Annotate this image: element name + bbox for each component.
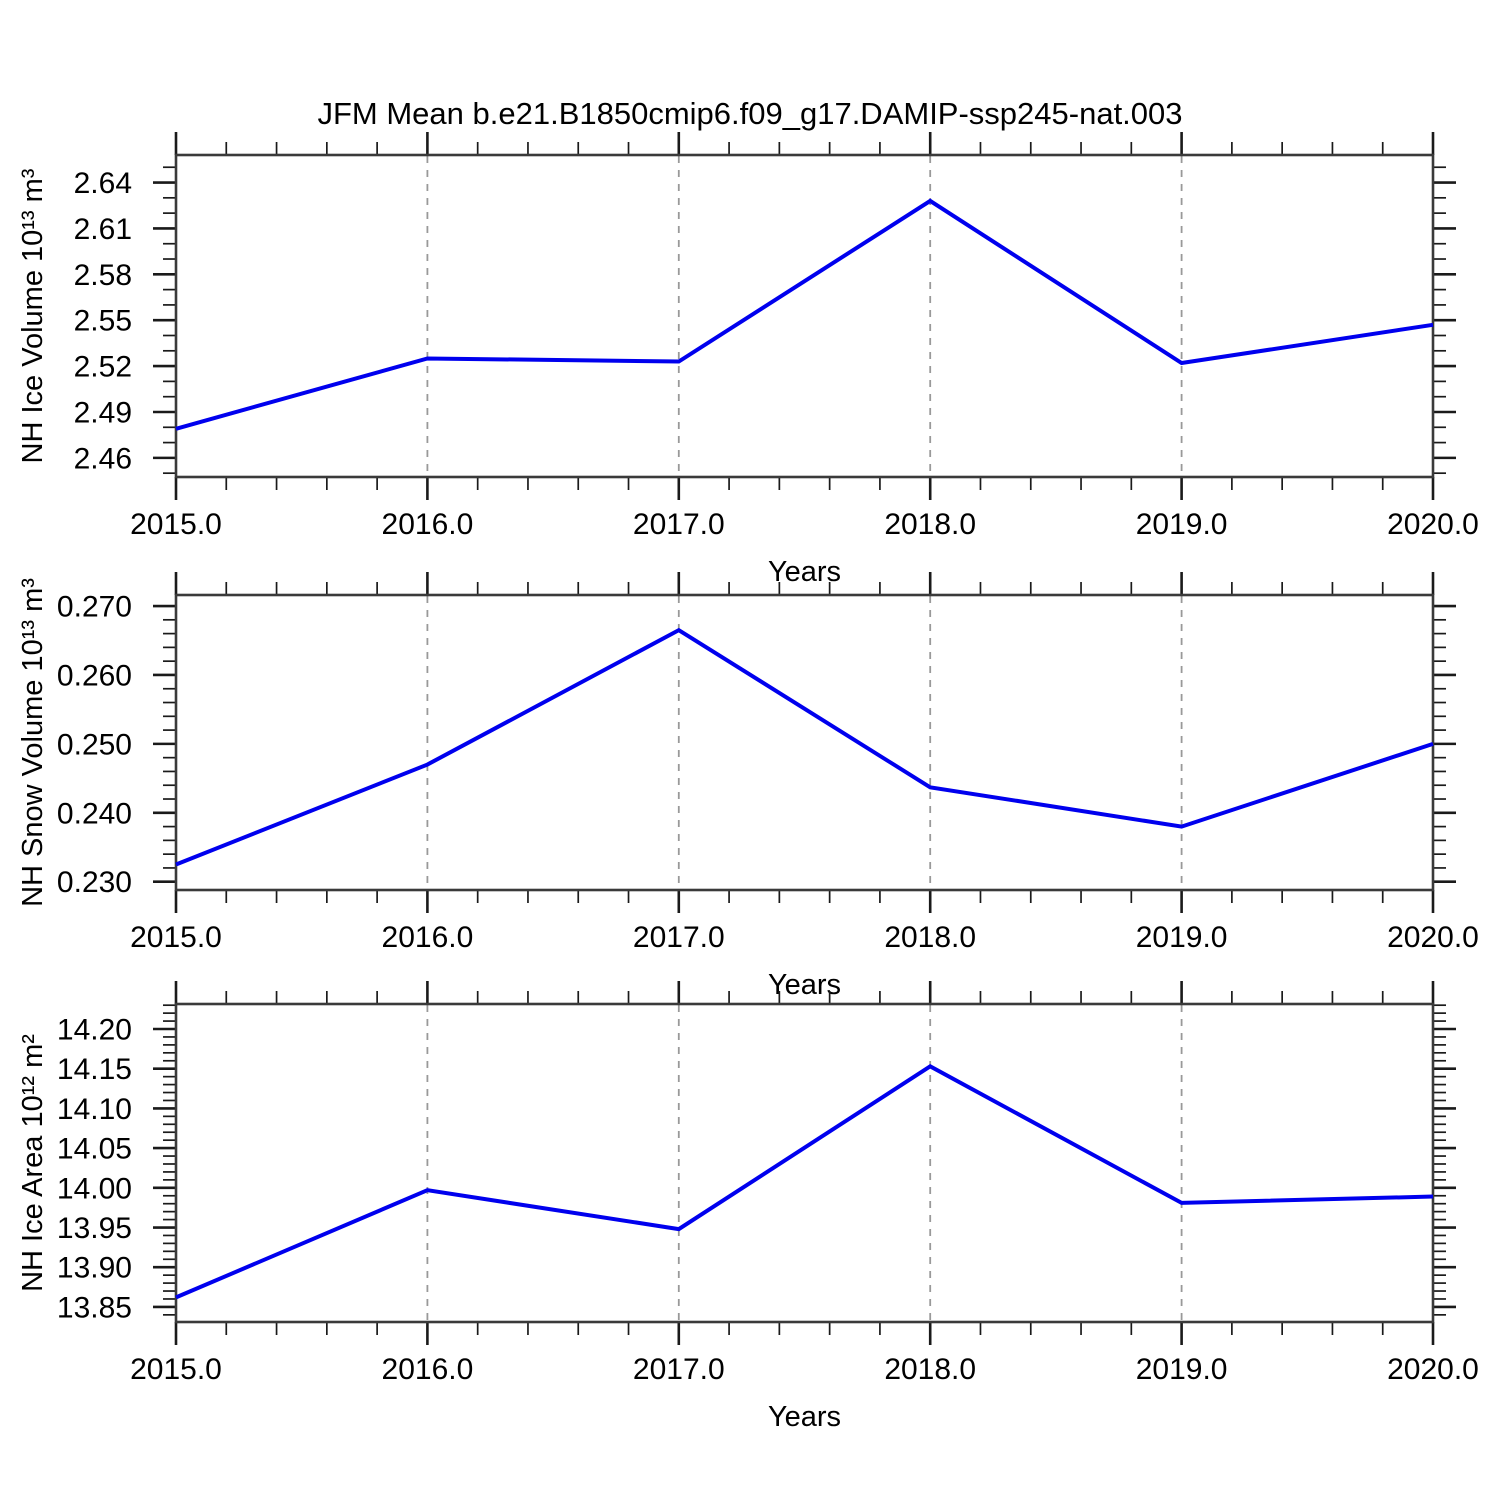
y-tick-label: 2.64 — [74, 167, 132, 200]
y-axis-title: NH Ice Area 10¹² m² — [17, 1034, 49, 1292]
x-tick-label: 2020.0 — [1387, 508, 1479, 541]
y-tick-label: 13.90 — [57, 1252, 132, 1285]
y-tick-label: 14.20 — [57, 1014, 132, 1047]
x-tick-label: 2017.0 — [633, 921, 725, 954]
x-tick-label: 2018.0 — [884, 1353, 976, 1386]
x-tick-label: 2019.0 — [1136, 508, 1228, 541]
plot-frame — [174, 593, 1435, 892]
y-tick-label: 0.250 — [57, 728, 132, 761]
y-tick-label: 0.260 — [57, 659, 132, 692]
x-tick-label: 2016.0 — [382, 1353, 474, 1386]
y-tick-label: 14.05 — [57, 1133, 132, 1166]
x-tick-label: 2018.0 — [884, 508, 976, 541]
x-tick-label: 2020.0 — [1387, 1353, 1479, 1386]
data-line — [175, 198, 1434, 431]
x-tick-label: 2018.0 — [884, 921, 976, 954]
y-tick-label: 2.46 — [74, 442, 132, 475]
chart-nh-ice-volume: 2015.0 2016.0 2017.0 2018.0 2019.0 2020.0 2.46… — [17, 132, 1479, 588]
plot-frame — [174, 1002, 1435, 1324]
x-tick-label: 2017.0 — [633, 1353, 725, 1386]
y-tick-label: 2.61 — [74, 213, 132, 246]
y-tick-label: 14.15 — [57, 1053, 132, 1086]
y-tick-label: 13.85 — [57, 1291, 132, 1324]
x-tick-label: 2015.0 — [130, 1353, 222, 1386]
plot-frame — [174, 153, 1435, 479]
x-tick-label: 2016.0 — [382, 921, 474, 954]
y-tick-label: 14.10 — [57, 1093, 132, 1126]
x-tick-label: 2015.0 — [130, 508, 222, 541]
y-tick-label: 2.58 — [74, 259, 132, 292]
x-tick-label: 2016.0 — [382, 508, 474, 541]
y-tick-label: 2.52 — [74, 351, 132, 384]
chart-nh-snow-volume: 2015.0 2016.0 2017.0 2018.0 2019.0 2020.0 0.23… — [17, 572, 1479, 1001]
figure-title: JFM Mean b.e21.B1850cmip6.f09_g17.DAMIP-… — [317, 96, 1183, 131]
x-tick-label: 2019.0 — [1136, 921, 1228, 954]
y-tick-label: 0.270 — [57, 591, 132, 624]
y-tick-label: 0.240 — [57, 797, 132, 830]
x-axis-title: Years — [768, 1401, 841, 1433]
y-axis-title: NH Ice Volume 10¹³ m³ — [17, 168, 49, 463]
y-tick-label: 0.230 — [57, 866, 132, 899]
y-tick-label: 2.55 — [74, 305, 132, 338]
y-axis-title: NH Snow Volume 10¹³ m³ — [17, 578, 49, 907]
x-tick-label: 2020.0 — [1387, 921, 1479, 954]
y-tick-label: 13.95 — [57, 1212, 132, 1245]
data-line — [175, 627, 1434, 867]
y-tick-label: 14.00 — [57, 1172, 132, 1205]
x-tick-label: 2015.0 — [130, 921, 222, 954]
x-tick-label: 2017.0 — [633, 508, 725, 541]
chart-nh-ice-area: 2015.0 2016.0 2017.0 2018.0 2019.0 2020.0 13.8… — [17, 981, 1479, 1433]
x-tick-label: 2019.0 — [1136, 1353, 1228, 1386]
y-tick-label: 2.49 — [74, 396, 132, 429]
data-line — [175, 1064, 1434, 1300]
